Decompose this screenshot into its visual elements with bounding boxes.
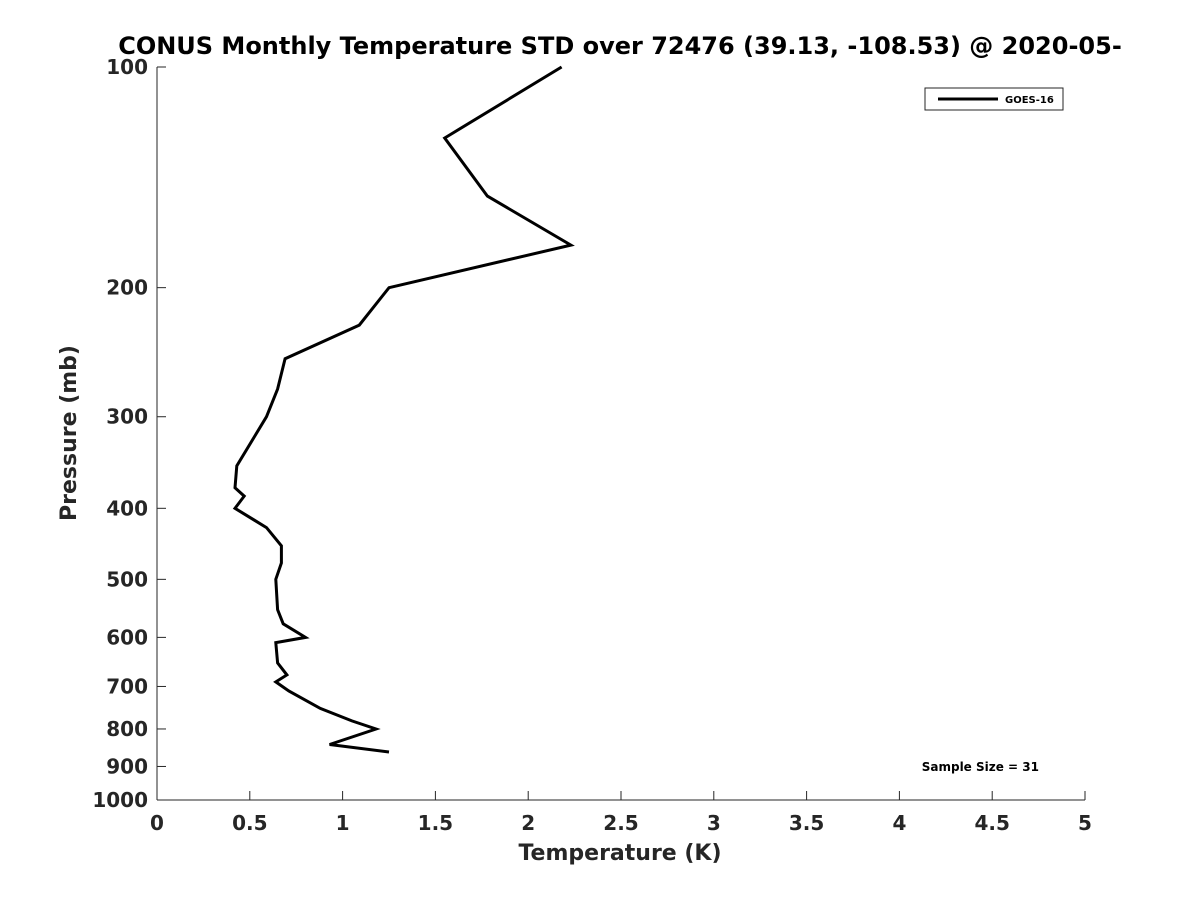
x-tick-label: 2 bbox=[521, 811, 535, 835]
x-tick-label: 2.5 bbox=[603, 811, 638, 835]
x-tick-label: 4.5 bbox=[974, 811, 1009, 835]
y-tick-label: 1000 bbox=[92, 788, 148, 812]
plot-area: 0 0.5 1 1.5 2 2.5 3 3.5 4 4.5 5 100 200 300 400 500 600 7… bbox=[92, 55, 1092, 835]
y-tick-label: 600 bbox=[106, 625, 148, 649]
y-tick-label: 700 bbox=[106, 674, 148, 698]
legend: GOES-16 bbox=[924, 87, 1064, 111]
chart-title: CONUS Monthly Temperature STD over 72476… bbox=[118, 32, 1122, 60]
series-line-goes-16 bbox=[232, 65, 575, 754]
sample-size-annotation: Sample Size = 31 bbox=[922, 760, 1039, 774]
y-axis-label: Pressure (mb) bbox=[57, 345, 82, 521]
x-axis-label: Temperature (K) bbox=[518, 841, 721, 866]
y-tick-label: 200 bbox=[106, 276, 148, 300]
y-tick-label: 900 bbox=[106, 754, 148, 778]
x-tick-label: 3.5 bbox=[789, 811, 824, 835]
x-tick-label: 1 bbox=[336, 811, 350, 835]
x-tick-label: 3 bbox=[707, 811, 721, 835]
y-tick-label: 300 bbox=[106, 405, 148, 429]
x-tick-label: 4 bbox=[892, 811, 906, 835]
x-tick-label: 0 bbox=[150, 811, 164, 835]
y-tick-label: 500 bbox=[106, 567, 148, 591]
x-tick-label: 0.5 bbox=[232, 811, 267, 835]
y-tick-label: 100 bbox=[106, 55, 148, 79]
legend-entry-label: GOES-16 bbox=[1005, 95, 1054, 106]
y-tick-label: 400 bbox=[106, 496, 148, 520]
x-tick-label: 1.5 bbox=[418, 811, 453, 835]
y-tick-label: 800 bbox=[106, 717, 148, 741]
x-tick-label: 5 bbox=[1078, 811, 1092, 835]
